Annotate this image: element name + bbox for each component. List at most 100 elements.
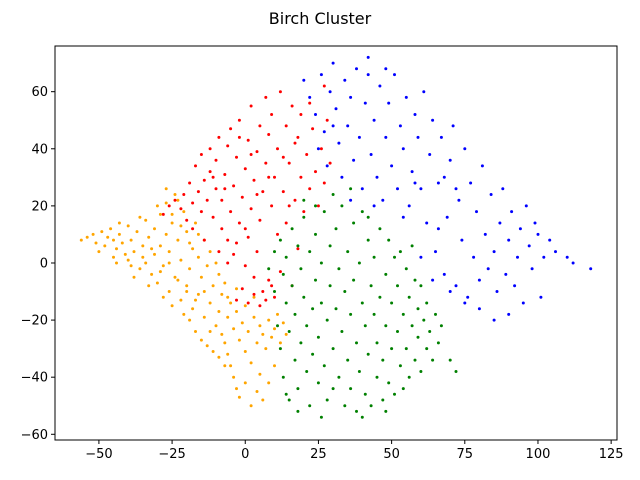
- data-point: [477, 278, 481, 282]
- data-point: [372, 204, 376, 208]
- y-axis: −60 −40 −20 0 20 40 60: [21, 85, 55, 443]
- data-point: [349, 198, 353, 202]
- data-point: [273, 175, 276, 179]
- data-point: [249, 153, 253, 156]
- data-point: [296, 409, 300, 413]
- data-point: [164, 201, 168, 205]
- data-point: [448, 158, 452, 162]
- data-point: [349, 95, 353, 99]
- data-point: [235, 387, 238, 391]
- data-point: [390, 347, 394, 351]
- data-point: [196, 292, 200, 296]
- data-point: [398, 124, 402, 128]
- data-point: [363, 324, 367, 328]
- data-point: [243, 264, 247, 268]
- data-point: [226, 144, 230, 148]
- data-point: [375, 375, 379, 379]
- data-point: [205, 344, 209, 348]
- data-point: [249, 404, 253, 408]
- data-point: [431, 358, 435, 362]
- data-point: [504, 272, 508, 276]
- data-point: [243, 381, 247, 385]
- data-point: [501, 187, 505, 191]
- data-point: [492, 250, 496, 254]
- data-point: [188, 181, 192, 185]
- data-point: [281, 375, 285, 379]
- data-point: [255, 250, 259, 254]
- data-point: [287, 204, 291, 208]
- data-point: [202, 315, 206, 319]
- data-point: [196, 232, 200, 236]
- data-point: [369, 404, 373, 408]
- data-point: [278, 238, 282, 242]
- data-point: [565, 255, 569, 259]
- data-point: [267, 267, 271, 271]
- data-point: [164, 232, 168, 236]
- data-point: [366, 238, 370, 242]
- data-point: [334, 227, 338, 231]
- data-point: [226, 352, 230, 356]
- data-point: [542, 255, 546, 259]
- data-point: [284, 221, 288, 225]
- data-point: [229, 210, 233, 214]
- data-point: [243, 350, 247, 353]
- data-point: [158, 212, 162, 216]
- data-point: [214, 187, 218, 191]
- data-point: [366, 352, 370, 356]
- data-point: [223, 281, 227, 285]
- data-point: [229, 127, 233, 131]
- data-point: [331, 347, 335, 351]
- data-point: [240, 195, 244, 199]
- data-point: [296, 244, 300, 248]
- data-point: [199, 210, 203, 214]
- data-point: [255, 193, 259, 196]
- data-point: [507, 312, 511, 316]
- data-point: [255, 150, 259, 154]
- data-point: [281, 321, 285, 325]
- x-axis: −50 −25 0 25 50 75 100 125: [85, 440, 624, 462]
- data-point: [378, 295, 382, 299]
- data-point: [422, 90, 426, 94]
- data-point: [428, 330, 432, 333]
- data-point: [208, 170, 212, 174]
- data-point: [249, 361, 253, 365]
- data-point: [571, 261, 575, 265]
- data-point: [161, 295, 165, 299]
- x-tick-label: −25: [158, 447, 185, 462]
- data-point: [296, 387, 300, 391]
- data-point: [451, 124, 455, 128]
- data-point: [378, 227, 382, 231]
- data-point: [360, 415, 364, 419]
- data-point: [352, 278, 356, 282]
- data-point: [322, 210, 326, 214]
- data-point: [486, 267, 490, 271]
- data-point: [273, 295, 276, 299]
- data-point: [284, 392, 288, 396]
- data-point: [527, 244, 531, 248]
- data-point: [176, 198, 180, 202]
- data-point: [363, 392, 367, 396]
- data-point: [267, 133, 271, 136]
- x-tick-label: 0: [241, 447, 249, 462]
- data-point: [270, 335, 274, 339]
- y-tick-label: 40: [31, 142, 48, 157]
- data-point: [117, 221, 121, 225]
- data-point: [237, 221, 241, 225]
- data-point: [199, 275, 203, 279]
- data-point: [548, 238, 552, 242]
- data-point: [117, 232, 121, 236]
- data-point: [319, 261, 323, 265]
- data-point: [246, 301, 250, 305]
- data-point: [194, 164, 197, 168]
- data-point: [191, 201, 195, 205]
- data-point: [407, 375, 411, 379]
- data-point: [413, 358, 417, 362]
- data-point: [129, 264, 133, 268]
- data-point: [284, 255, 288, 259]
- data-point: [281, 190, 285, 194]
- series-3: [267, 187, 458, 419]
- data-point: [270, 204, 274, 208]
- data-point: [308, 250, 312, 254]
